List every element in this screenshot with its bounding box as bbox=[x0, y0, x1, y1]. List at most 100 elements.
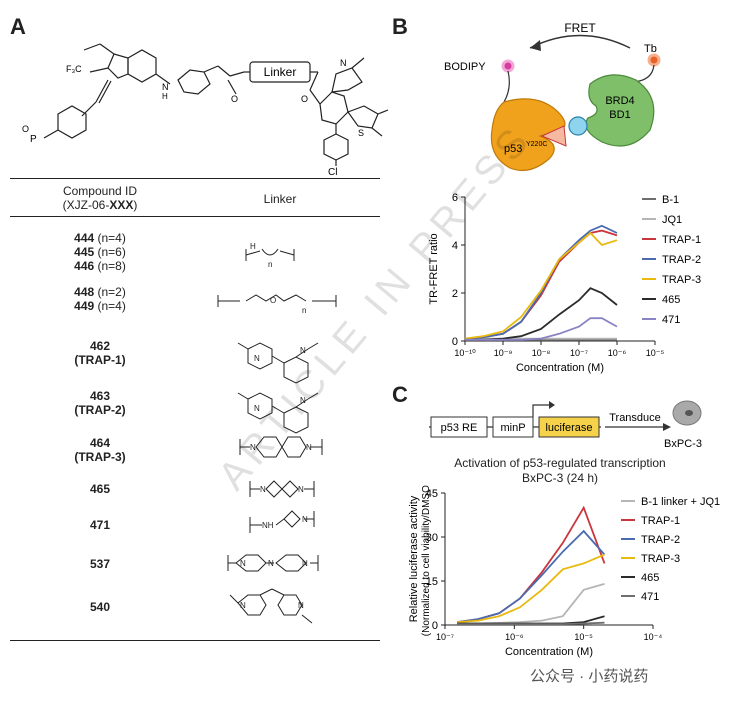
series-line bbox=[464, 229, 618, 340]
y-tick-label: 6 bbox=[452, 192, 458, 204]
linker-464-n2: N bbox=[306, 443, 312, 452]
compound-n-value: (n=6) bbox=[94, 245, 126, 259]
carbonyl-o-label: O bbox=[231, 94, 238, 104]
table-row: 537 bbox=[40, 557, 160, 571]
legend-label: 465 bbox=[662, 294, 680, 306]
linker-463-n1: N bbox=[254, 404, 260, 413]
series-line bbox=[457, 583, 605, 625]
y-tick-label: 15 bbox=[426, 576, 438, 588]
table-header-rule bbox=[10, 216, 380, 217]
chart-c-title-line2: BxPC-3 (24 h) bbox=[521, 471, 599, 485]
table-top-rule bbox=[10, 178, 380, 179]
minp-box bbox=[492, 416, 534, 438]
chloro-label: Cl bbox=[328, 167, 337, 175]
carbonyl-o2-label: O bbox=[301, 94, 308, 104]
table-row: 464 (TRAP-3) bbox=[40, 436, 160, 464]
x-tick-label: 10⁻⁵ bbox=[646, 348, 665, 358]
compound-id: 462 bbox=[89, 339, 111, 353]
linker-peg-n: n bbox=[302, 306, 306, 315]
cell-nucleus-icon bbox=[685, 410, 693, 416]
table-row: 540 bbox=[40, 600, 160, 614]
linker-537-n3: N bbox=[302, 559, 308, 568]
warhead-triangle bbox=[540, 125, 567, 147]
bd1-label: BD1 bbox=[609, 109, 630, 121]
panel-label-a: A bbox=[10, 14, 26, 39]
x-axis-label: Concentration (M) bbox=[505, 646, 593, 658]
compound-id: 463 bbox=[89, 389, 111, 403]
compound-n-value: (n=8) bbox=[94, 259, 126, 273]
table-row: 462 (TRAP-1) bbox=[40, 339, 160, 367]
table-row: 444 (n=4) 445 (n=6) 446 (n=8) bbox=[40, 231, 160, 273]
linker-540 bbox=[229, 588, 313, 624]
series-line bbox=[464, 231, 618, 340]
y-tick-label: 2 bbox=[452, 288, 458, 300]
bodipy-tether bbox=[503, 70, 510, 103]
linker-465-n1: N bbox=[260, 485, 266, 494]
compound-id: (TRAP-1) bbox=[74, 353, 126, 367]
compound-id: 540 bbox=[89, 600, 111, 614]
legend-label: B-1 linker + JQ1 bbox=[641, 496, 720, 508]
linker-peg-o: O bbox=[270, 296, 276, 305]
compound-id: 464 bbox=[89, 436, 111, 450]
chart-luciferase: 10⁻⁷ 10⁻⁶ 10⁻⁵ 10⁻⁴ 0 15 30 45 Concentration (M)… bbox=[408, 485, 720, 658]
tb-label: Tb bbox=[644, 43, 657, 55]
y-axis-label: Relative luciferase activity bbox=[408, 495, 420, 622]
compound-id: 444 bbox=[74, 231, 95, 245]
linker-alkyl bbox=[245, 248, 295, 261]
legend-label: B-1 bbox=[662, 194, 679, 206]
x-tick-label: 10⁻¹⁰ bbox=[454, 348, 476, 358]
linker-464-n1: N bbox=[250, 443, 256, 452]
bodipy-dot bbox=[501, 59, 515, 73]
tb-dot bbox=[647, 53, 661, 67]
brd4-protein bbox=[585, 74, 655, 147]
x-tick-label: 10⁻⁷ bbox=[436, 632, 454, 642]
compound-id: 471 bbox=[89, 518, 111, 532]
phosphorus-label: P bbox=[30, 134, 37, 145]
linker-465-n2: N bbox=[298, 485, 304, 494]
series-line bbox=[457, 621, 605, 626]
luciferase-label: luciferase bbox=[545, 422, 592, 434]
p53re-label: p53 RE bbox=[441, 422, 478, 434]
series-line bbox=[465, 317, 618, 341]
linker-462-n2: N bbox=[300, 346, 306, 355]
chart-tr-fret: 10⁻¹⁰ 10⁻⁹ 10⁻⁸ 10⁻⁷ 10⁻⁶ 10⁻⁵ 0 2 4 6 Concentrati… bbox=[428, 192, 701, 374]
y-axis-label: TR-FRET ratio bbox=[428, 233, 440, 304]
x-tick-label: 10⁻⁵ bbox=[574, 632, 593, 642]
legend-label: TRAP-2 bbox=[641, 534, 680, 546]
legend-label: 471 bbox=[662, 314, 680, 326]
thiophene-s-label: S bbox=[358, 128, 364, 138]
x-tick-label: 10⁻⁹ bbox=[494, 348, 513, 358]
fret-schematic: FRET BODIPY Tb BRD4 BD1 p53 Y220C bbox=[444, 21, 661, 171]
linker-471-nh: NH bbox=[262, 521, 274, 530]
brd4-label: BRD4 bbox=[605, 95, 634, 107]
table-row: 471 bbox=[40, 518, 160, 532]
legend-label: TRAP-3 bbox=[641, 553, 680, 565]
compound-structure: Linker F₃C P O Cl N H O O S N bbox=[22, 43, 389, 175]
linker-537 bbox=[227, 554, 319, 572]
y-tick-label: 30 bbox=[426, 532, 438, 544]
series-line bbox=[457, 553, 605, 623]
linker-540-n1: N bbox=[240, 601, 246, 610]
cell-label: BxPC-3 bbox=[664, 438, 702, 450]
compound-id: 465 bbox=[89, 482, 111, 496]
transduce-label: Transduce bbox=[609, 412, 661, 424]
y-axis-label-2: (Normalized to cell viability/DMSO) bbox=[421, 485, 432, 636]
table-row: 463 (TRAP-2) bbox=[40, 389, 160, 417]
linker-462-n1: N bbox=[254, 354, 260, 363]
fret-arrow bbox=[529, 34, 631, 49]
compound-n-value: (n=4) bbox=[94, 231, 126, 245]
linker-540-n2: N bbox=[298, 601, 304, 610]
legend-label: TRAP-1 bbox=[662, 234, 701, 246]
p53-protein bbox=[490, 98, 566, 171]
x-axis-label: Concentration (M) bbox=[516, 362, 604, 374]
legend-label: TRAP-2 bbox=[662, 254, 701, 266]
x-tick-label: 10⁻⁷ bbox=[570, 348, 588, 358]
phosphoryl-oxygen-label: O bbox=[22, 124, 29, 134]
linker-471 bbox=[249, 510, 315, 533]
reporter-schematic: p53 RE minP luciferase Transduce BxPC-3 bbox=[429, 400, 702, 450]
compound-id: 448 bbox=[74, 285, 95, 299]
jq1-ligand bbox=[568, 116, 588, 136]
chart-c-title: Activation of p53-regulated transcriptio… bbox=[440, 456, 680, 486]
table-row: 448 (n=2) 449 (n=4) bbox=[40, 285, 160, 313]
legend-label: TRAP-3 bbox=[662, 274, 701, 286]
